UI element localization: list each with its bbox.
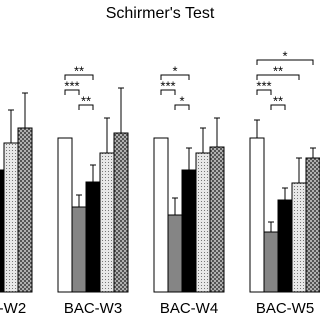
- significance-label: **: [74, 63, 84, 78]
- significance-bracket: [78, 104, 94, 110]
- significance-bracket: [256, 89, 272, 95]
- significance-label: *: [282, 48, 287, 63]
- bar: [167, 214, 183, 293]
- bar: [291, 182, 307, 293]
- bar: [85, 181, 101, 293]
- bar: [57, 137, 73, 293]
- significance-bracket: [256, 74, 300, 80]
- significance-bracket: [160, 74, 190, 80]
- significance-label: **: [273, 63, 283, 78]
- x-tick-label: BAC-W4: [160, 300, 218, 317]
- bar: [153, 137, 169, 293]
- significance-label: **: [81, 93, 91, 108]
- bar: [263, 231, 279, 293]
- significance-bracket: [256, 59, 314, 65]
- bar: [305, 157, 320, 293]
- significance-label: *: [172, 63, 177, 78]
- significance-bracket: [160, 89, 176, 95]
- bar: [113, 132, 129, 293]
- bar: [71, 206, 87, 293]
- bar: [0, 169, 5, 293]
- bar: [17, 127, 33, 293]
- chart-title: Schirmer's Test: [106, 5, 215, 22]
- bar: [181, 169, 197, 293]
- significance-label: **: [273, 93, 283, 108]
- bar: [249, 137, 265, 293]
- bar: [99, 152, 115, 293]
- significance-label: ***: [64, 78, 79, 93]
- significance-label: ***: [256, 78, 271, 93]
- bar: [195, 152, 211, 293]
- x-tick-label: BAC-W2: [0, 300, 26, 317]
- x-tick-label: BAC-W3: [64, 300, 122, 317]
- bar: [277, 199, 293, 293]
- significance-label: ***: [160, 78, 175, 93]
- significance-bracket: [64, 89, 80, 95]
- significance-bracket: [174, 104, 190, 110]
- significance-bracket: [64, 74, 94, 80]
- bar: [209, 146, 225, 293]
- significance-label: *: [179, 93, 184, 108]
- significance-bracket: [270, 104, 286, 110]
- x-tick-label: BAC-W5: [256, 300, 314, 317]
- bar: [3, 142, 19, 293]
